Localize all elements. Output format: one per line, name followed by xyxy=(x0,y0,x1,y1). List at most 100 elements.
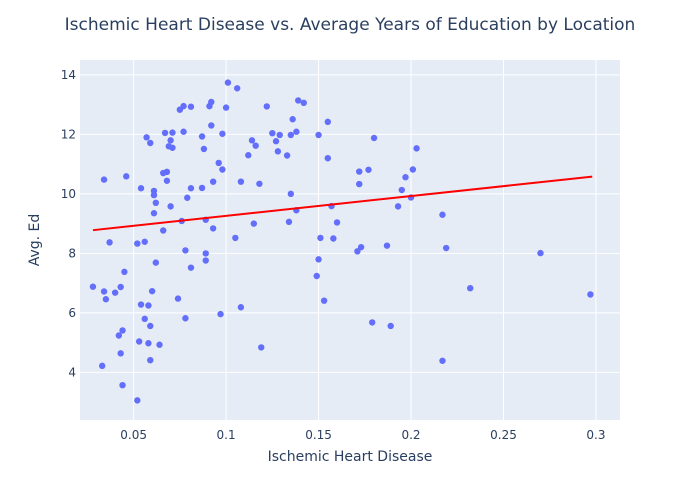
data-point[interactable] xyxy=(106,239,113,246)
data-point[interactable] xyxy=(233,85,241,92)
data-point[interactable] xyxy=(315,256,322,263)
data-point[interactable] xyxy=(356,180,363,188)
data-point[interactable] xyxy=(117,350,124,357)
data-point[interactable] xyxy=(167,137,174,144)
data-point[interactable] xyxy=(134,240,141,247)
data-point[interactable] xyxy=(89,283,97,290)
data-point[interactable] xyxy=(215,159,222,167)
data-point[interactable] xyxy=(100,176,108,183)
data-point[interactable] xyxy=(180,128,187,135)
data-point[interactable] xyxy=(182,247,189,254)
data-point[interactable] xyxy=(413,145,420,152)
data-point[interactable] xyxy=(276,131,283,139)
data-point[interactable] xyxy=(152,259,160,266)
data-point[interactable] xyxy=(187,185,195,192)
data-point[interactable] xyxy=(313,272,320,280)
data-point[interactable] xyxy=(198,133,206,140)
data-point[interactable] xyxy=(117,283,124,291)
data-point[interactable] xyxy=(169,129,176,136)
data-point[interactable] xyxy=(100,288,108,295)
data-point[interactable] xyxy=(198,184,206,192)
data-point[interactable] xyxy=(143,134,150,141)
data-point[interactable] xyxy=(219,130,226,137)
data-point[interactable] xyxy=(256,180,263,187)
data-point[interactable] xyxy=(135,338,143,345)
data-point[interactable] xyxy=(293,128,300,135)
data-point[interactable] xyxy=(330,235,337,242)
data-point[interactable] xyxy=(219,166,226,173)
data-point[interactable] xyxy=(115,332,123,339)
data-point[interactable] xyxy=(137,301,145,308)
data-point[interactable] xyxy=(98,362,106,370)
data-point[interactable] xyxy=(467,284,474,292)
data-point[interactable] xyxy=(285,218,293,226)
data-point[interactable] xyxy=(152,199,160,207)
data-point[interactable] xyxy=(272,138,280,145)
data-point[interactable] xyxy=(263,103,270,110)
data-point[interactable] xyxy=(402,174,409,181)
data-point[interactable] xyxy=(394,203,402,210)
data-point[interactable] xyxy=(333,219,341,226)
data-point[interactable] xyxy=(439,357,446,364)
data-point[interactable] xyxy=(102,296,110,303)
data-point[interactable] xyxy=(174,295,182,302)
data-point[interactable] xyxy=(147,139,154,147)
data-point[interactable] xyxy=(150,210,158,217)
data-point[interactable] xyxy=(287,190,295,198)
data-point[interactable] xyxy=(283,152,291,159)
data-point[interactable] xyxy=(245,152,252,159)
data-point[interactable] xyxy=(148,287,156,295)
data-point[interactable] xyxy=(187,103,195,110)
data-point[interactable] xyxy=(317,234,324,242)
data-point[interactable] xyxy=(161,129,169,137)
data-point[interactable] xyxy=(357,243,365,251)
data-point[interactable] xyxy=(209,225,217,232)
data-point[interactable] xyxy=(137,185,145,192)
data-point[interactable] xyxy=(180,102,187,110)
data-point[interactable] xyxy=(224,79,232,86)
data-point[interactable] xyxy=(119,381,126,389)
data-point[interactable] xyxy=(387,322,394,330)
data-point[interactable] xyxy=(324,154,332,162)
data-point[interactable] xyxy=(354,248,361,255)
data-point[interactable] xyxy=(163,168,171,176)
data-point[interactable] xyxy=(145,302,152,309)
data-point[interactable] xyxy=(169,144,176,151)
data-point[interactable] xyxy=(167,203,174,210)
data-point[interactable] xyxy=(274,148,282,155)
data-point[interactable] xyxy=(156,341,163,348)
data-point[interactable] xyxy=(324,118,332,126)
data-point[interactable] xyxy=(287,131,295,139)
data-point[interactable] xyxy=(269,129,276,137)
data-point[interactable] xyxy=(248,137,256,144)
data-point[interactable] xyxy=(320,297,328,304)
data-point[interactable] xyxy=(200,145,208,153)
data-point[interactable] xyxy=(587,291,594,298)
data-point[interactable] xyxy=(300,99,307,107)
data-point[interactable] xyxy=(315,131,322,139)
data-point[interactable] xyxy=(134,397,141,404)
data-point[interactable] xyxy=(237,178,245,185)
data-point[interactable] xyxy=(209,178,217,185)
data-point[interactable] xyxy=(232,234,239,242)
data-point[interactable] xyxy=(208,122,215,129)
data-point[interactable] xyxy=(147,356,154,364)
data-point[interactable] xyxy=(356,168,363,175)
data-point[interactable] xyxy=(439,211,446,218)
data-point[interactable] xyxy=(150,187,158,195)
data-point[interactable] xyxy=(252,142,259,149)
data-point[interactable] xyxy=(182,315,189,322)
data-point[interactable] xyxy=(370,134,378,142)
data-point[interactable] xyxy=(145,340,152,347)
data-point[interactable] xyxy=(111,289,119,296)
data-point[interactable] xyxy=(368,319,376,326)
data-point[interactable] xyxy=(217,310,224,318)
data-point[interactable] xyxy=(442,244,450,252)
data-point[interactable] xyxy=(147,322,154,330)
data-point[interactable] xyxy=(409,166,417,173)
data-point[interactable] xyxy=(398,186,405,194)
data-point[interactable] xyxy=(537,249,544,257)
data-point[interactable] xyxy=(237,304,245,311)
data-point[interactable] xyxy=(202,250,209,257)
data-point[interactable] xyxy=(141,315,148,323)
